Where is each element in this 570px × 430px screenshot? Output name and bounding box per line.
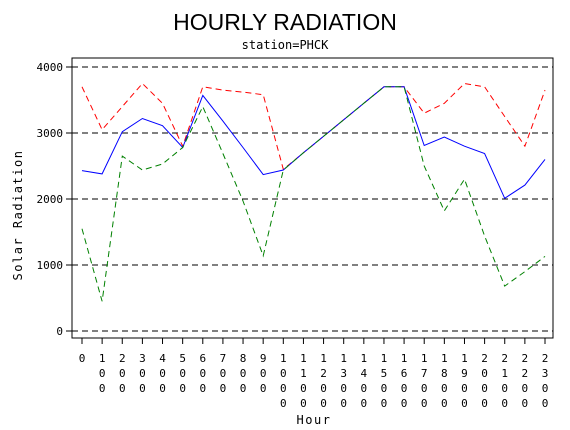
y-tick-label: 3000 <box>37 127 64 140</box>
y-tick-label: 1000 <box>37 259 64 272</box>
y-tick-label: 0 <box>56 325 63 338</box>
x-axis: 0 1 0 0 2 0 0 3 0 0 4 0 0 5 0 0 6 0 0 7 0 0 8 0 0 9 0 0 1 0 0 0 1 1 0 0 1 2 0 0… <box>79 338 549 410</box>
plot-frame <box>71 57 554 339</box>
x-tick-label: 0 <box>79 352 86 365</box>
x-axis-label: Hour <box>297 413 332 427</box>
y-axis-label: Solar Radiation <box>11 150 25 281</box>
series-line-3 <box>81 86 546 302</box>
chart-subtitle: station=PHCK <box>242 38 329 52</box>
y-axis: 0 1000 2000 3000 4000 <box>37 61 72 338</box>
series-lines <box>81 82 546 302</box>
series-line-1 <box>81 82 546 171</box>
y-tick-label: 2000 <box>37 193 64 206</box>
y-tick-label: 4000 <box>37 61 64 74</box>
grid-lines <box>72 66 553 332</box>
series-line-2 <box>81 86 546 200</box>
chart-title: HOURLY RADIATION <box>173 9 397 35</box>
